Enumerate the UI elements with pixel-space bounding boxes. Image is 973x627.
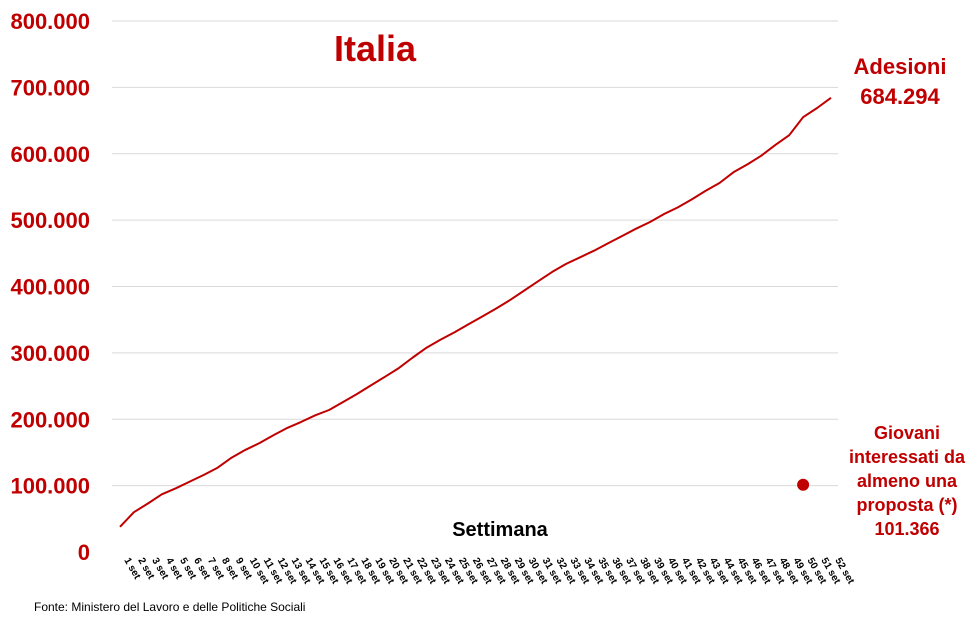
point-annotation: Giovani interessati da almeno una propos… (844, 421, 970, 541)
point-annotation-line-1: Giovani (873, 423, 940, 443)
highlight-point (797, 478, 810, 491)
point-annotation-line-4: proposta (*) (856, 495, 958, 515)
y-tick-label: 400.000 (10, 275, 90, 300)
y-axis-ticks: 0 100.000 200.000 300.000 400.000 500.000 600.… (10, 9, 90, 565)
y-tick-label: 200.000 (10, 407, 90, 432)
y-tick-label: 800.000 (10, 9, 90, 34)
series-lines (119, 96, 832, 528)
series-end-label: Adesioni 684.294 (830, 52, 970, 112)
y-tick-label: 0 (78, 540, 90, 565)
gridlines (112, 20, 838, 487)
point-annotation-value: 101.366 (874, 519, 940, 539)
source-note: Fonte: Ministero del Lavoro e delle Poli… (34, 600, 306, 614)
point-annotation-line-2: interessati da (848, 447, 966, 467)
y-tick-label: 600.000 (10, 142, 90, 167)
series-line (119, 96, 832, 528)
chart-title: Italia (333, 28, 417, 69)
point-annotation-line-3: almeno una (856, 471, 958, 491)
highlight-points (797, 478, 810, 491)
y-tick-label: 500.000 (10, 208, 90, 233)
series-end-label-name: Adesioni (853, 54, 947, 79)
y-tick-label: 100.000 (10, 474, 90, 499)
y-tick-label: 300.000 (10, 341, 90, 366)
x-axis-label: Settimana (452, 519, 548, 541)
series-end-label-value: 684.294 (860, 84, 940, 109)
y-tick-label: 700.000 (10, 75, 90, 100)
